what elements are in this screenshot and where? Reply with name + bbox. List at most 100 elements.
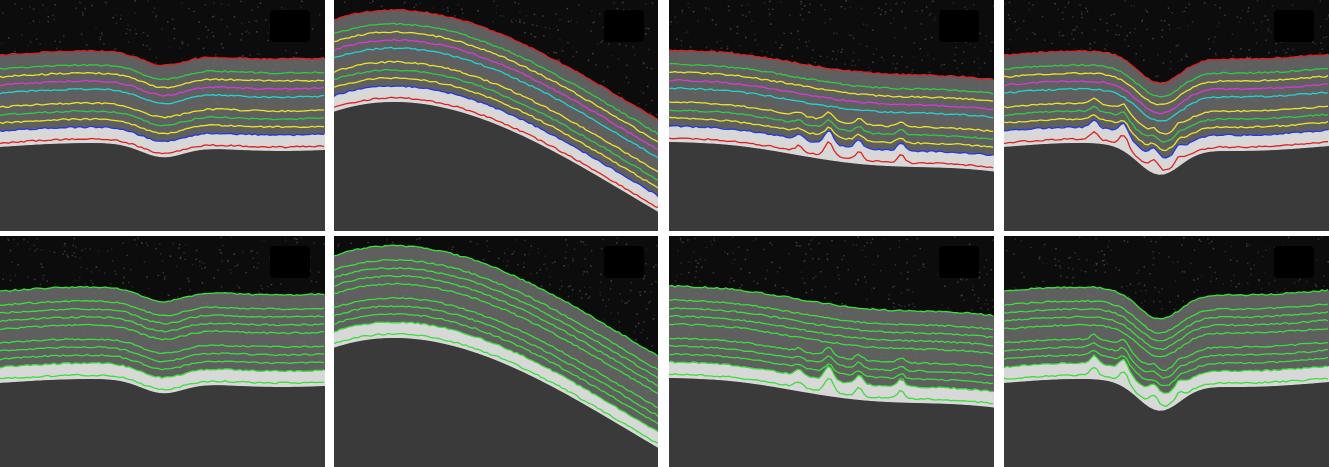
layer-boundary-line xyxy=(669,109,993,140)
layer-boundary-line xyxy=(334,38,658,151)
layer-boundary-line xyxy=(334,8,658,120)
layer-boundary-line xyxy=(669,101,994,133)
layer-boundary-line xyxy=(334,305,658,417)
layer-boundary-line xyxy=(669,284,994,317)
layer-boundary-line xyxy=(334,266,658,379)
layer-boundary-line xyxy=(1004,333,1329,372)
layer-boundary-line xyxy=(0,373,325,391)
oct-scan-svg xyxy=(1004,236,1329,467)
layer-boundary-line xyxy=(1004,130,1328,172)
layer-boundary-line xyxy=(1004,307,1329,342)
layer-boundary-line xyxy=(334,321,658,433)
layer-boundary-line xyxy=(334,244,658,357)
layer-boundary-line xyxy=(0,101,324,119)
layer-boundary-line xyxy=(0,125,325,143)
oct-panel-multicolor-3 xyxy=(669,0,994,231)
layer-boundary-line xyxy=(1004,349,1329,387)
layer-boundary-line xyxy=(0,63,325,81)
layer-boundary-line xyxy=(0,338,325,355)
layer-boundary-line xyxy=(334,282,658,395)
layer-boundary-line xyxy=(669,86,994,119)
layer-boundary-line xyxy=(1004,113,1329,152)
layer-boundary-line xyxy=(0,87,325,105)
layer-boundary-line xyxy=(334,313,658,425)
layer-boundary-line xyxy=(0,345,325,363)
layer-boundary-line xyxy=(334,332,658,444)
layer-boundary-line xyxy=(1004,341,1329,380)
masked-corner-patch xyxy=(604,246,644,278)
oct-panel-green-3 xyxy=(669,236,994,467)
layer-boundary-line xyxy=(669,337,994,369)
layer-boundary-line xyxy=(334,258,658,371)
layer-boundary-line xyxy=(669,116,994,148)
layer-boundary-line xyxy=(0,299,325,317)
layer-boundary-line xyxy=(669,307,994,339)
oct-scan-svg xyxy=(1004,0,1329,231)
layer-boundary-line xyxy=(669,137,994,169)
oct-scan-svg xyxy=(334,236,658,467)
layer-boundary-line xyxy=(334,60,658,173)
oct-panel-multicolor-4 xyxy=(1004,0,1329,231)
layer-boundary-line xyxy=(669,352,994,385)
layer-boundary-line xyxy=(334,68,658,181)
layer-boundary-line xyxy=(669,360,993,393)
layer-boundary-line xyxy=(1004,119,1329,159)
oct-scan-svg xyxy=(669,236,994,467)
layer-boundary-line xyxy=(0,353,325,371)
layer-boundary-line xyxy=(1004,97,1329,135)
layer-boundary-line xyxy=(1004,286,1329,320)
layer-boundary-line xyxy=(0,137,325,155)
layer-boundary-line xyxy=(0,109,325,127)
masked-corner-patch xyxy=(604,10,644,42)
oct-panel-multicolor-2 xyxy=(334,0,658,231)
layer-boundary-line xyxy=(0,361,325,379)
layer-boundary-line xyxy=(1004,49,1329,84)
layer-boundary-line xyxy=(334,85,658,197)
oct-scan-svg xyxy=(669,0,994,231)
layer-boundary-line xyxy=(669,70,994,102)
layer-boundary-line xyxy=(1004,80,1329,115)
layer-boundary-line xyxy=(334,22,658,135)
masked-corner-patch xyxy=(1274,246,1314,278)
oct-panel-multicolor-1 xyxy=(0,0,325,231)
oct-panel-green-2 xyxy=(334,236,658,467)
layer-boundary-line xyxy=(1004,366,1329,408)
layer-boundary-line xyxy=(1004,354,1329,394)
layer-boundary-line xyxy=(1004,323,1329,358)
layer-boundary-line xyxy=(334,274,658,387)
layer-boundary-line xyxy=(0,323,325,341)
oct-scan-svg xyxy=(334,0,658,231)
layer-boundary-line xyxy=(1004,299,1329,334)
layer-boundary-line xyxy=(334,77,658,189)
layer-boundary-line xyxy=(669,49,994,80)
oct-scan-svg xyxy=(0,0,325,231)
layer-boundary-line xyxy=(1004,72,1329,106)
layer-boundary-line xyxy=(0,49,325,67)
oct-panel-green-4 xyxy=(1004,236,1329,467)
layer-boundary-line xyxy=(669,124,994,157)
layer-boundary-line xyxy=(669,344,994,377)
layer-boundary-line xyxy=(0,315,325,333)
layer-boundary-line xyxy=(0,79,325,97)
layer-boundary-line xyxy=(0,307,325,325)
layer-boundary-line xyxy=(0,285,325,303)
layer-boundary-line xyxy=(1004,87,1329,122)
layer-boundary-line xyxy=(669,78,994,111)
masked-corner-patch xyxy=(1274,10,1314,42)
layer-boundary-line xyxy=(1004,105,1329,144)
layer-boundary-line xyxy=(1004,63,1328,98)
layer-boundary-line xyxy=(0,117,325,135)
masked-corner-patch xyxy=(270,10,310,42)
layer-boundary-line xyxy=(334,46,658,159)
layer-boundary-line xyxy=(669,62,994,95)
layer-boundary-line xyxy=(334,96,658,209)
layer-boundary-line xyxy=(1004,315,1329,351)
oct-panel-green-1 xyxy=(0,236,325,467)
masked-corner-patch xyxy=(939,10,979,42)
layer-boundary-line xyxy=(669,322,994,355)
masked-corner-patch xyxy=(270,246,310,278)
layer-boundary-line xyxy=(334,30,658,143)
masked-corner-patch xyxy=(939,246,979,278)
layer-boundary-line xyxy=(669,298,994,331)
layer-boundary-line xyxy=(669,314,994,347)
